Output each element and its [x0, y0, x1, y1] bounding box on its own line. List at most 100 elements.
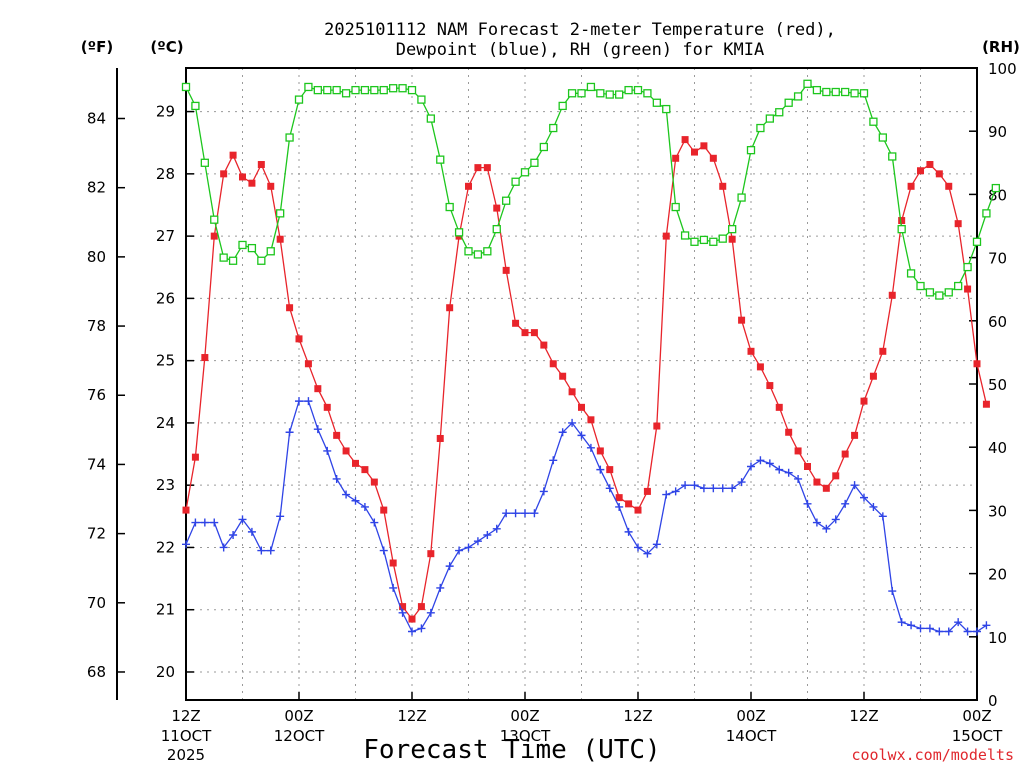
- 2-meter-temperature-point: [681, 136, 689, 144]
- rh-point: [652, 98, 661, 107]
- rh-point: [972, 237, 982, 246]
- rh-point: [389, 84, 398, 93]
- 2-meter-temperature-point: [201, 354, 209, 362]
- 2-meter-temperature-point: [615, 494, 623, 502]
- rh-point: [624, 85, 633, 95]
- 2-meter-temperature-point: [333, 431, 341, 439]
- dewpoint-point: [897, 618, 906, 627]
- rh-point: [445, 202, 454, 212]
- rh-point: [916, 281, 925, 291]
- fahrenheit-tick-label: 74: [87, 455, 106, 473]
- 2-meter-temperature-point: [239, 173, 246, 181]
- dewpoint-point: [436, 583, 445, 592]
- dewpoint-point: [615, 502, 624, 511]
- rh-tick-label: 70: [988, 250, 1007, 268]
- dewpoint-point: [351, 496, 360, 505]
- x-tick-date-label: 14OCT: [726, 727, 777, 745]
- dewpoint-point: [530, 509, 539, 518]
- rh-point: [577, 89, 586, 98]
- rh-point: [633, 85, 643, 95]
- dewpoint-point: [549, 456, 558, 465]
- celsius-tick-label: 28: [156, 165, 175, 183]
- rh-point: [605, 90, 614, 99]
- dewpoint-point: [775, 465, 784, 474]
- chart-title-line1: 2025101112 NAM Forecast 2-meter Temperat…: [324, 20, 836, 40]
- rh-point: [643, 89, 652, 98]
- dewpoint-point: [408, 627, 416, 636]
- rh-point: [699, 235, 709, 245]
- 2-meter-temperature-point: [474, 164, 482, 172]
- rh-point: [323, 85, 332, 95]
- dewpoint-point: [210, 518, 219, 527]
- x-tick-date-label: 11OCT: [161, 727, 212, 745]
- 2-meter-temperature-point: [766, 382, 774, 390]
- 2-meter-temperature-point: [813, 478, 821, 486]
- 2-meter-temperature-point: [935, 170, 943, 178]
- x-tick-date-label: 13OCT: [500, 727, 551, 745]
- rh-point: [520, 168, 530, 177]
- 2-meter-temperature-point: [408, 615, 416, 623]
- 2-meter-temperature-point: [314, 385, 322, 393]
- rh-point: [219, 253, 228, 262]
- 2-meter-temperature-point: [182, 506, 190, 514]
- rh-point: [841, 87, 850, 97]
- dewpoint-point: [379, 546, 388, 555]
- dewpoint-point: [332, 474, 341, 483]
- rh-tick-label: 90: [988, 123, 1007, 141]
- rh-point: [850, 89, 859, 98]
- dewpoint-point: [257, 546, 266, 555]
- rh-point: [991, 183, 1000, 193]
- rh-point: [586, 82, 596, 92]
- rh-point: [294, 95, 304, 104]
- dewpoint-point: [878, 512, 887, 521]
- x-axis-title: Forecast Time (UTC): [363, 735, 660, 765]
- rh-point: [709, 237, 718, 246]
- 2-meter-temperature-point: [210, 232, 218, 240]
- 2-meter-temperature-point: [540, 341, 548, 349]
- dewpoint-point: [794, 474, 803, 483]
- celsius-tick-label: 29: [156, 103, 175, 121]
- rh-point: [954, 281, 963, 291]
- rh-point: [549, 123, 558, 133]
- dewpoint-point: [888, 587, 897, 596]
- 2-meter-temperature-point: [634, 506, 642, 514]
- 2-meter-temperature-point: [672, 154, 680, 162]
- 2-meter-temperature-point: [700, 142, 708, 150]
- dewpoint-point: [699, 484, 708, 493]
- tick-labels: 20 21 22 23 24 25 26 27 28 29 68 70 72 74 76 78 80 82 84 0 1…: [87, 60, 1017, 764]
- dewpoint-point: [860, 493, 868, 502]
- x-tick-time-label: 12Z: [171, 707, 200, 725]
- fahrenheit-tick-label: 78: [87, 317, 106, 335]
- 2-meter-temperature-point: [578, 403, 585, 411]
- fahrenheit-tick-label: 84: [87, 110, 106, 128]
- 2-meter-temperature-point: [549, 360, 557, 368]
- 2-meter-temperature-point: [257, 161, 265, 169]
- 2-meter-temperature-point: [323, 403, 331, 411]
- 2-meter-temperature-point: [926, 161, 934, 169]
- rh-point: [398, 84, 407, 93]
- dewpoint-point: [417, 624, 426, 633]
- rh-point: [596, 89, 605, 98]
- rh-point: [464, 247, 473, 256]
- rh-point: [426, 114, 435, 123]
- 2-meter-temperature-point: [295, 335, 303, 343]
- 2-meter-temperature-point: [860, 397, 868, 405]
- dewpoint-point: [182, 540, 190, 549]
- x-tick-time-label: 00Z: [510, 707, 539, 725]
- rh-point: [492, 225, 501, 234]
- rh-point: [200, 158, 209, 167]
- dewpoint-point: [671, 487, 680, 496]
- dewpoint-point: [681, 481, 690, 490]
- rh-point: [502, 196, 511, 205]
- 2-meter-temperature-point: [446, 304, 454, 312]
- x-tick-time-label: 12Z: [623, 707, 652, 725]
- 2-meter-temperature-point: [832, 472, 840, 480]
- rh-point: [859, 89, 869, 98]
- 2-meter-temperature-point: [794, 447, 802, 455]
- rh-point: [370, 85, 379, 95]
- dewpoint-point: [756, 456, 765, 465]
- rh-tick-label: 20: [988, 566, 1007, 584]
- 2-meter-temperature-point: [954, 220, 962, 228]
- 2-meter-temperature-point: [719, 182, 727, 190]
